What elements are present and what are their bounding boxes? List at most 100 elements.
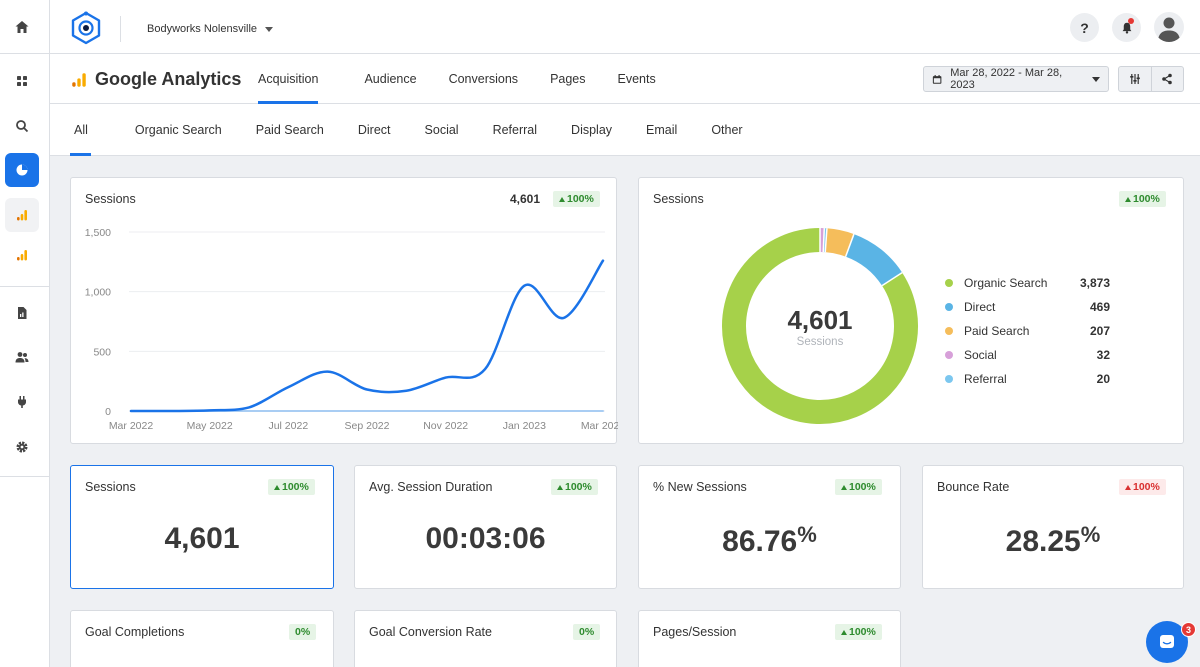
notifications-button[interactable] xyxy=(1112,13,1141,42)
change-badge: 100% xyxy=(551,479,598,495)
x-tick-label: May 2022 xyxy=(187,420,233,432)
reports-pie-icon[interactable] xyxy=(5,153,39,187)
y-tick-label: 0 xyxy=(105,406,111,418)
google-analytics-icon[interactable] xyxy=(5,198,39,232)
metric-title: Goal Conversion Rate xyxy=(369,625,492,639)
sessions-line-chart: 0 500 1,000 1,500 Mar 2022 May 2022 Jul 2022 Se… xyxy=(85,227,618,432)
change-value: 100% xyxy=(1133,193,1160,205)
subtab-referral[interactable]: Referral xyxy=(476,104,554,156)
donut-center-value: 4,601 xyxy=(787,305,853,335)
tab-events[interactable]: Events xyxy=(602,54,672,104)
brand-title: Google Analytics xyxy=(95,69,242,89)
top-bar: Bodyworks Nolensville ? xyxy=(50,0,1200,54)
subtab-other[interactable]: Other xyxy=(694,104,759,156)
channel-subnav: All Organic Search Paid Search Direct So… xyxy=(50,104,1200,156)
subtab-display[interactable]: Display xyxy=(554,104,629,156)
legend-item[interactable]: Referral 20 xyxy=(945,367,1110,391)
metric-card-avg-session-duration[interactable]: Avg. Session Duration 100% 00:03:06 xyxy=(354,465,617,589)
user-avatar-icon xyxy=(1158,17,1180,42)
help-button[interactable]: ? xyxy=(1070,13,1099,42)
change-badge: 0% xyxy=(289,624,317,640)
settings-gear-icon[interactable] xyxy=(5,430,39,464)
legend-item[interactable]: Paid Search 207 xyxy=(945,319,1110,343)
user-avatar[interactable] xyxy=(1154,12,1184,42)
legend-item[interactable]: Social 32 xyxy=(945,343,1110,367)
metric-title: Sessions xyxy=(85,480,136,494)
rail-divider xyxy=(0,286,50,287)
legend-value: 32 xyxy=(1096,348,1110,362)
metric-card-new-sessions[interactable]: % New Sessions 100% 86.76% xyxy=(638,465,901,589)
subtab-label: Referral xyxy=(492,123,538,137)
search-icon[interactable] xyxy=(5,109,39,143)
integrations-plug-icon[interactable] xyxy=(5,385,39,419)
metric-card-goal-completions[interactable]: Goal Completions 0% xyxy=(70,610,334,667)
legend-item[interactable]: Direct 469 xyxy=(945,295,1110,319)
legend-label: Direct xyxy=(964,300,996,314)
date-range-picker[interactable]: Mar 28, 2022 - Mar 28, 2023 xyxy=(923,66,1109,92)
legend-item[interactable]: Organic Search 3,873 xyxy=(945,271,1110,295)
agency-logo-icon[interactable] xyxy=(68,10,104,46)
metric-card-sessions[interactable]: Sessions 100% 4,601 xyxy=(70,465,334,589)
metric-title: Bounce Rate xyxy=(937,480,1010,494)
subtab-email[interactable]: Email xyxy=(629,104,694,156)
metric-value: 28.25% xyxy=(923,522,1183,559)
change-value: 100% xyxy=(1133,481,1160,493)
tab-label: Audience xyxy=(364,72,417,86)
change-badge: 100% xyxy=(835,624,882,640)
report-document-icon[interactable] xyxy=(5,296,39,330)
x-tick-label: Sep 2022 xyxy=(345,420,390,432)
calendar-icon xyxy=(932,74,942,84)
legend-dot xyxy=(945,375,953,383)
tab-pages[interactable]: Pages xyxy=(534,54,601,104)
metric-card-bounce-rate[interactable]: Bounce Rate 100% 28.25% xyxy=(922,465,1184,589)
change-badge: 100% xyxy=(835,479,882,495)
main-tabs: Acquisition Audience Conversions Pages E… xyxy=(242,54,672,104)
notification-dot xyxy=(1128,18,1134,24)
change-badge: 100% xyxy=(1119,479,1166,495)
left-rail xyxy=(0,0,50,667)
metric-number: 28.25 xyxy=(1005,525,1081,558)
legend-value: 469 xyxy=(1089,300,1110,314)
arrow-up-icon xyxy=(841,484,847,490)
subtab-organic-search[interactable]: Organic Search xyxy=(118,104,239,156)
subtab-paid-search[interactable]: Paid Search xyxy=(239,104,341,156)
donut-slice xyxy=(824,228,854,257)
subtab-label: Other xyxy=(711,123,743,137)
subtab-all[interactable]: All xyxy=(70,104,118,156)
client-selector[interactable]: Bodyworks Nolensville xyxy=(147,23,274,35)
google-analytics-4-icon[interactable] xyxy=(5,238,39,272)
donut-center-label: Sessions xyxy=(796,336,844,348)
subtab-direct[interactable]: Direct xyxy=(341,104,408,156)
sliders-icon xyxy=(1129,74,1140,84)
filter-settings-button[interactable] xyxy=(1119,67,1151,91)
x-tick-label: Mar 2023 xyxy=(581,420,618,432)
change-value: 0% xyxy=(579,626,595,638)
arrow-up-icon xyxy=(559,196,565,202)
change-value: 100% xyxy=(849,481,876,493)
donut-legend: Organic Search 3,873 Direct 469 Paid Searc… xyxy=(945,271,1110,391)
brand: Google Analytics xyxy=(70,69,241,90)
dashboard-grid-icon[interactable] xyxy=(5,64,39,98)
chat-icon xyxy=(1160,635,1174,648)
tab-audience[interactable]: Audience xyxy=(348,54,432,104)
sessions-total: 4,601 xyxy=(510,192,541,206)
users-icon[interactable] xyxy=(5,340,39,374)
change-badge: 0% xyxy=(573,624,601,640)
x-tick-label: Nov 2022 xyxy=(423,420,468,432)
date-range-label: Mar 28, 2022 - Mar 28, 2023 xyxy=(950,67,1063,91)
change-value: 0% xyxy=(295,626,311,638)
metric-card-pages-per-session[interactable]: Pages/Session 100% xyxy=(638,610,901,667)
change-value: 100% xyxy=(565,481,592,493)
sessions-line-card[interactable]: Sessions 4,601 100% 0 500 1,000 1,500 Mar 20… xyxy=(70,177,618,444)
home-icon[interactable] xyxy=(5,10,39,44)
sessions-donut-card[interactable]: Sessions 100% 4,601 Sessions Organic Sea… xyxy=(638,177,1184,444)
share-button[interactable] xyxy=(1150,67,1184,91)
rail-divider xyxy=(0,53,50,54)
subtab-social[interactable]: Social xyxy=(408,104,476,156)
slice-separator xyxy=(844,233,855,257)
legend-label: Paid Search xyxy=(964,324,1030,338)
tab-acquisition[interactable]: Acquisition xyxy=(242,54,334,104)
bell-icon xyxy=(1122,22,1131,34)
metric-card-goal-conversion-rate[interactable]: Goal Conversion Rate 0% xyxy=(354,610,617,667)
tab-conversions[interactable]: Conversions xyxy=(433,54,534,104)
